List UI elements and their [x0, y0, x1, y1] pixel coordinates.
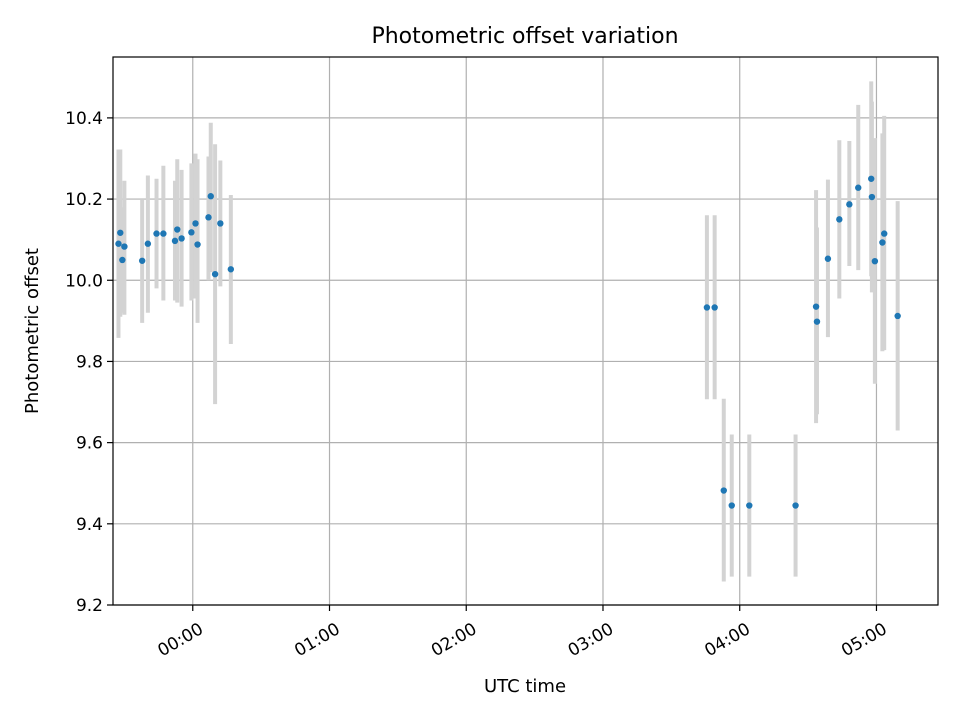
y-tick-label: 10.2	[65, 190, 103, 210]
y-axis-label: Photometric offset	[22, 248, 43, 414]
data-point	[720, 487, 727, 494]
data-point	[728, 502, 735, 509]
y-tick-label: 10.0	[65, 271, 103, 291]
data-point	[855, 184, 862, 191]
data-point	[881, 230, 888, 237]
data-point	[746, 502, 753, 509]
data-point	[871, 257, 879, 265]
data-point	[188, 229, 195, 236]
data-point	[121, 243, 128, 250]
x-tick-label: 04:00	[701, 619, 753, 661]
chart-title: Photometric offset variation	[371, 24, 678, 49]
y-axis-ticks: 9.2 9.4 9.6 9.8 10.0 10.2 10.4	[65, 109, 113, 616]
data-point	[211, 270, 219, 278]
data-point	[117, 229, 124, 236]
data-point	[868, 175, 875, 182]
plot-frame	[112, 56, 939, 606]
data-point	[812, 303, 820, 310]
data-point	[178, 235, 185, 242]
data-point	[115, 240, 122, 247]
x-tick-label: 02:00	[428, 619, 480, 661]
data-point	[174, 226, 181, 233]
data-point	[205, 214, 212, 221]
data-point	[207, 193, 214, 200]
error-bars	[116, 81, 900, 582]
x-axis-label: UTC time	[484, 676, 566, 697]
data-point	[160, 230, 167, 237]
data-point	[792, 502, 799, 509]
data-point	[703, 304, 711, 311]
x-axis-ticks: 00:00 01:00 02:00 03:00 04:00 05:00	[154, 605, 891, 661]
data-point	[894, 312, 901, 320]
x-tick-label: 00:00	[154, 619, 206, 661]
data-point	[217, 220, 224, 227]
data-point	[194, 241, 201, 248]
x-tick-label: 03:00	[565, 619, 617, 661]
data-point	[879, 239, 886, 246]
data-point	[171, 237, 179, 245]
data-point	[868, 193, 876, 201]
y-tick-label: 9.4	[76, 515, 103, 535]
data-point	[192, 220, 199, 227]
data-point	[846, 201, 853, 208]
y-tick-label: 9.8	[76, 352, 103, 372]
data-point	[119, 256, 126, 264]
data-point	[711, 304, 718, 311]
y-tick-label: 9.6	[76, 434, 103, 454]
data-points	[115, 175, 901, 509]
x-tick-label: 05:00	[838, 619, 890, 661]
y-tick-label: 9.2	[76, 596, 103, 616]
data-point	[836, 216, 843, 223]
data-point	[824, 255, 832, 262]
data-point	[138, 257, 146, 264]
data-point	[227, 266, 235, 273]
x-tick-label: 01:00	[291, 619, 343, 661]
y-tick-label: 10.4	[65, 109, 103, 129]
data-point	[144, 240, 152, 247]
data-point	[813, 318, 821, 325]
data-point	[153, 230, 160, 237]
